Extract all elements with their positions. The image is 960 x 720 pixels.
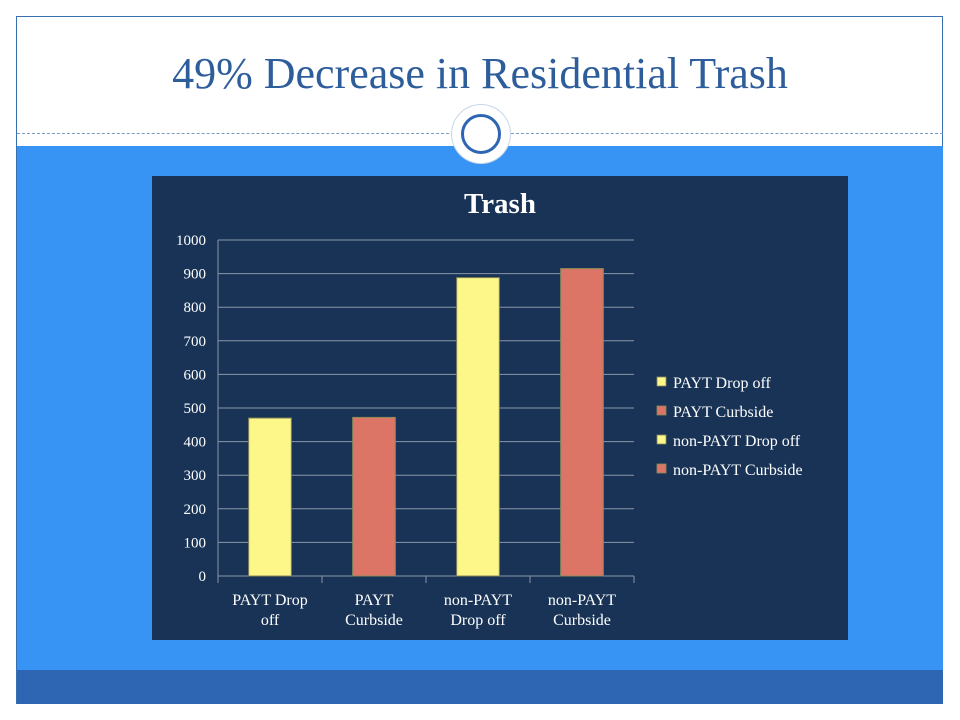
y-tick-label: 400	[184, 435, 207, 451]
chart-panel: Trash 0 100 200 300 400 500 600 700 800 900 1000 PAY…	[152, 176, 848, 640]
y-tick-label: 100	[184, 535, 207, 551]
legend-swatch	[656, 463, 667, 474]
trash-bar-chart: Trash 0 100 200 300 400 500 600 700 800 900 1000 PAY…	[176, 188, 803, 629]
x-tick-label: non-PAYT Curbside	[548, 592, 616, 629]
y-tick-label: 800	[184, 300, 207, 316]
bar-payt-drop-off	[248, 417, 292, 577]
legend-label: non-PAYT Drop off	[673, 433, 801, 450]
legend-swatch	[656, 405, 667, 416]
legend-label: PAYT Curbside	[673, 404, 773, 421]
y-tick-label: 700	[184, 334, 207, 350]
slide-title: 49% Decrease in Residential Trash	[172, 49, 788, 98]
x-tick-label: PAYT Curbside	[345, 592, 403, 629]
bar-non-payt-drop-off	[456, 277, 500, 577]
circle-divider-icon	[452, 105, 510, 163]
y-tick-label: 1000	[176, 233, 206, 249]
chart-title: Trash	[464, 188, 536, 220]
y-tick-label: 200	[184, 502, 207, 518]
legend-swatch	[656, 434, 667, 445]
bar-payt-curbside	[352, 416, 396, 577]
footer-bar	[17, 670, 943, 704]
circle-divider-ring	[461, 114, 501, 154]
y-tick-label: 900	[184, 267, 207, 283]
legend-label: PAYT Drop off	[673, 375, 771, 392]
x-tick-label: PAYT Drop off	[232, 592, 307, 629]
bar-non-payt-curbside	[560, 268, 604, 577]
y-tick-label: 300	[184, 468, 207, 484]
legend-swatch	[656, 376, 667, 387]
legend-label: non-PAYT Curbside	[673, 462, 803, 479]
y-tick-label: 0	[199, 569, 207, 585]
x-tick-label: non-PAYT Drop off	[444, 592, 512, 629]
y-tick-label: 600	[184, 367, 207, 383]
y-tick-label: 500	[184, 401, 207, 417]
